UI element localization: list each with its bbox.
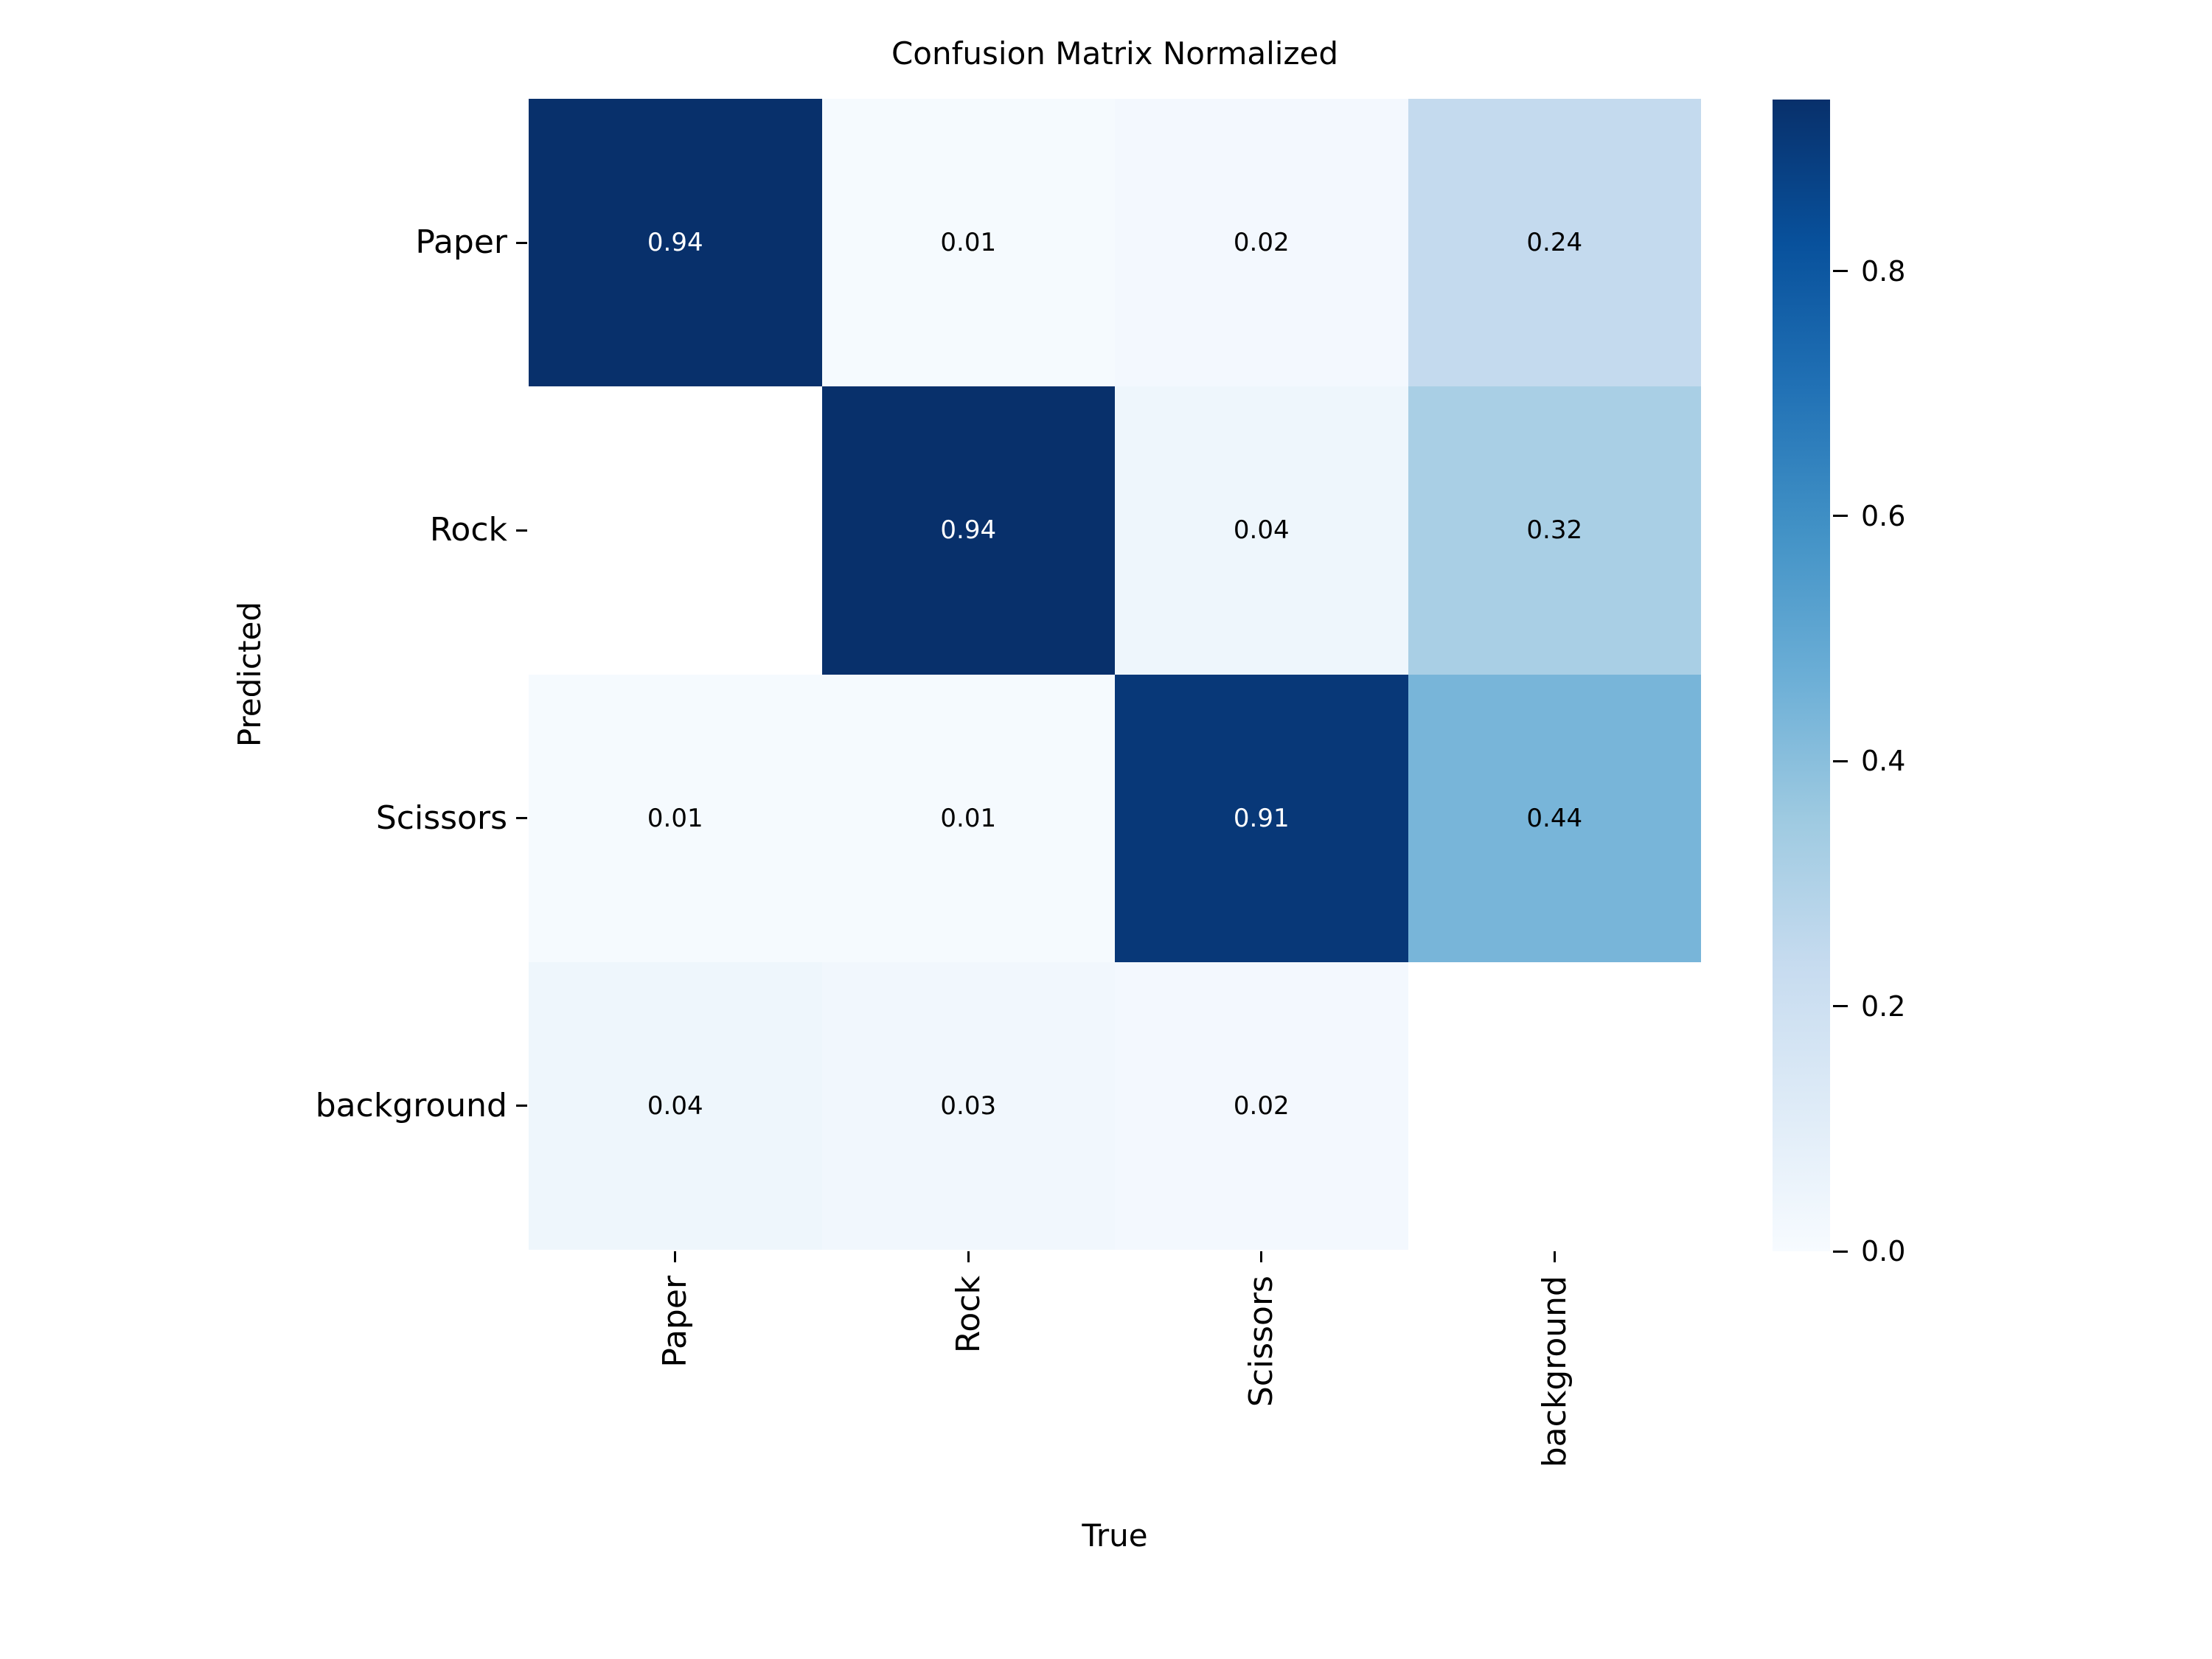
y-tick-label: Paper [415, 223, 507, 262]
heatmap-cell [529, 386, 822, 675]
cell-annotation: 0.04 [1233, 515, 1290, 546]
heatmap-cell: 0.01 [529, 674, 822, 962]
colorbar-tick-mark [1833, 1005, 1848, 1008]
x-tick-label-text: Rock [949, 1276, 987, 1354]
x-tick-mark [967, 1251, 970, 1262]
cell-annotation: 0.94 [940, 515, 997, 546]
colorbar-tick-label: 0.2 [1861, 990, 1906, 1023]
x-tick-mark [674, 1251, 677, 1262]
cell-annotation: 0.24 [1526, 228, 1583, 258]
colorbar-tick-mark [1833, 1250, 1848, 1253]
colorbar-tick-label: 0.6 [1861, 499, 1906, 532]
cell-annotation: 0.01 [940, 228, 997, 258]
y-tick-mark [516, 817, 527, 820]
y-axis-title: Predicted [231, 99, 268, 1250]
heatmap-cell: 0.02 [1115, 99, 1408, 387]
colorbar-tick-label: 0.4 [1861, 745, 1906, 778]
y-tick-mark [516, 529, 527, 532]
y-tick-label: Scissors [375, 799, 507, 837]
x-tick-label: Scissors [1232, 1276, 1291, 1407]
cell-annotation: 0.91 [1233, 803, 1290, 833]
y-axis-title-text: Predicted [231, 601, 268, 748]
cell-annotation: 0.02 [1233, 1091, 1290, 1121]
heatmap-cell: 0.94 [821, 386, 1115, 675]
colorbar-tick-mark [1833, 270, 1848, 273]
heatmap-cell: 0.02 [1115, 961, 1408, 1250]
heatmap-cell: 0.03 [821, 961, 1115, 1250]
chart-title: Confusion Matrix Normalized [891, 35, 1339, 72]
cell-annotation: 0.32 [1526, 515, 1583, 546]
cell-annotation: 0.04 [647, 1091, 703, 1121]
heatmap-cell [1408, 961, 1701, 1250]
x-tick-label-text: background [1535, 1276, 1573, 1468]
heatmap-cell: 0.01 [821, 99, 1115, 387]
heatmap-cell: 0.04 [529, 961, 822, 1250]
cell-annotation: 0.02 [1233, 228, 1290, 258]
colorbar-tick-mark [1833, 759, 1848, 762]
y-axis-tick-labels: Paper Rock Scissors background [0, 99, 516, 1250]
cell-annotation: 0.01 [647, 803, 703, 833]
colorbar-tick-mark [1833, 515, 1848, 518]
x-tick-mark [1553, 1251, 1556, 1262]
heatmap-cell: 0.24 [1408, 99, 1701, 387]
x-tick-label: Rock [939, 1276, 998, 1353]
x-tick-label-text: Paper [656, 1276, 695, 1368]
cell-annotation: 0.01 [940, 803, 997, 833]
heatmap-cell: 0.44 [1408, 674, 1701, 962]
heatmap-grid: 0.94 0.01 0.02 0.24 0.94 0.04 0.32 0.01 0.01 0.91… [529, 99, 1701, 1250]
cell-annotation: 0.44 [1526, 803, 1583, 833]
y-tick-label: Rock [429, 511, 507, 549]
heatmap-cell: 0.94 [529, 99, 822, 387]
colorbar-tick-label: 0.0 [1861, 1235, 1906, 1267]
cell-annotation: 0.03 [940, 1091, 997, 1121]
cell-annotation: 0.94 [647, 228, 703, 258]
x-tick-label: background [1525, 1276, 1584, 1467]
y-tick-mark [516, 241, 527, 244]
x-tick-label: Paper [646, 1276, 705, 1368]
y-tick-mark [516, 1105, 527, 1107]
x-tick-label-text: Scissors [1242, 1276, 1281, 1408]
colorbar-tick-label: 0.8 [1861, 254, 1906, 288]
x-tick-mark [1260, 1251, 1263, 1262]
colorbar [1773, 100, 1830, 1251]
x-axis-tick-labels: Paper Rock Scissors background [529, 1276, 1701, 1519]
heatmap-cell: 0.04 [1115, 386, 1408, 675]
heatmap-cell: 0.91 [1115, 674, 1408, 962]
x-axis-title: True [1082, 1517, 1148, 1554]
heatmap-cell: 0.32 [1408, 386, 1701, 675]
heatmap-cell: 0.01 [821, 674, 1115, 962]
y-tick-label: background [315, 1086, 507, 1124]
